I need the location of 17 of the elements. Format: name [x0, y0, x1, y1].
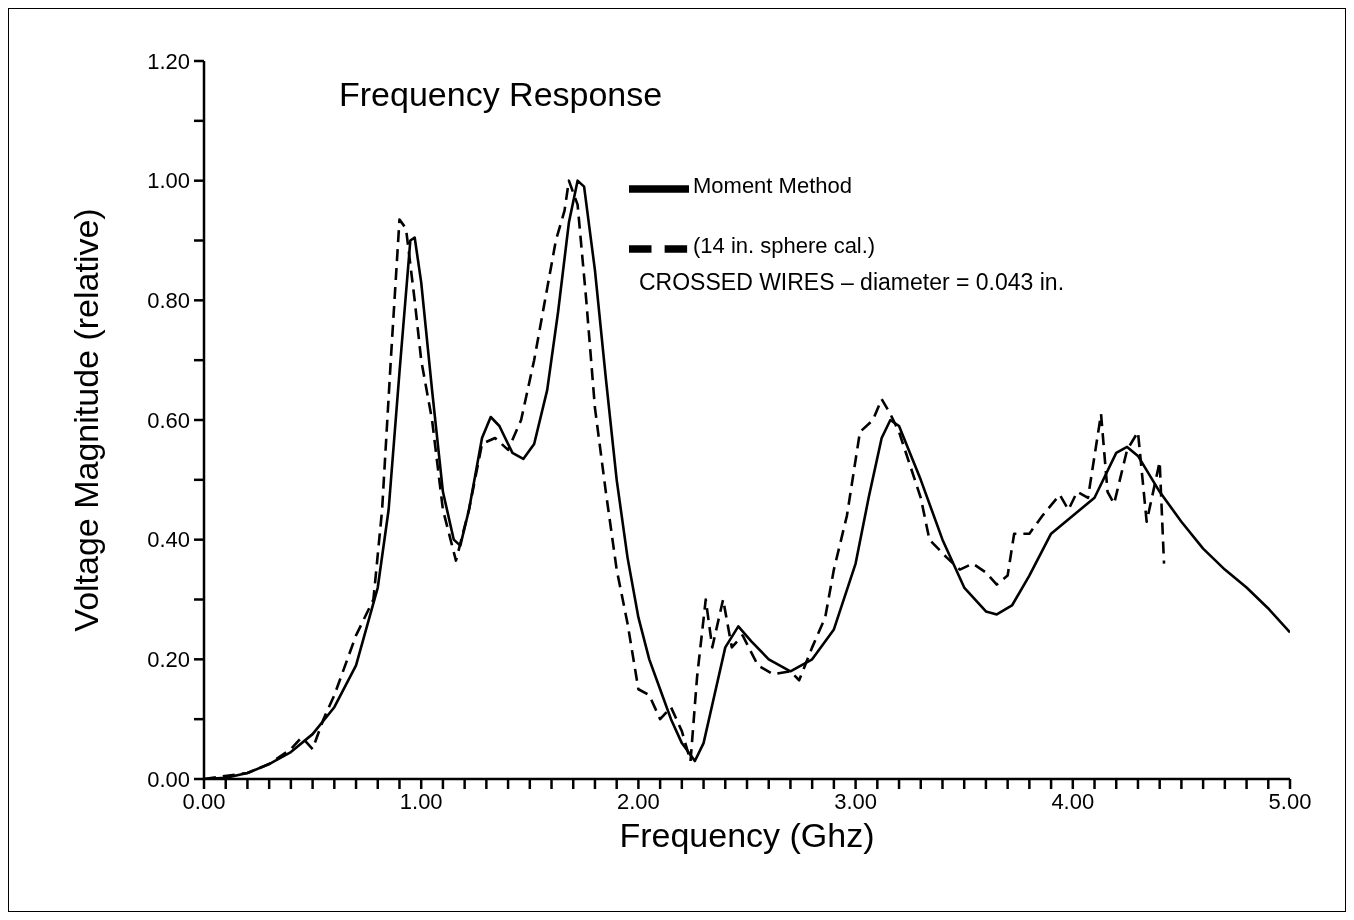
y-tick-label: 1.20: [147, 48, 190, 74]
x-axis-title: Frequency (Ghz): [619, 816, 875, 854]
x-tick-label: 1.00: [399, 788, 443, 814]
legend-label: (14 in. sphere cal.): [693, 233, 876, 259]
y-tick-label: 0.80: [147, 288, 190, 314]
y-tick-label: 0.20: [147, 647, 190, 673]
y-axis-title: Voltage Magnitude (relative): [67, 208, 106, 632]
x-tick-label: 2.00: [616, 788, 660, 814]
legend-label: Moment Method: [693, 173, 852, 199]
y-tick-label: 0.40: [147, 527, 190, 553]
x-tick-label: 5.00: [1268, 788, 1312, 814]
y-tick-label: 0.60: [147, 407, 190, 433]
annotation: CROSSED WIRES – diameter = 0.043 in.: [639, 269, 1065, 296]
x-tick-label: 3.00: [834, 788, 878, 814]
y-tick-label: 1.00: [147, 168, 190, 194]
chart-title: Frequency Response: [339, 75, 663, 114]
x-tick-label: 4.00: [1051, 788, 1095, 814]
